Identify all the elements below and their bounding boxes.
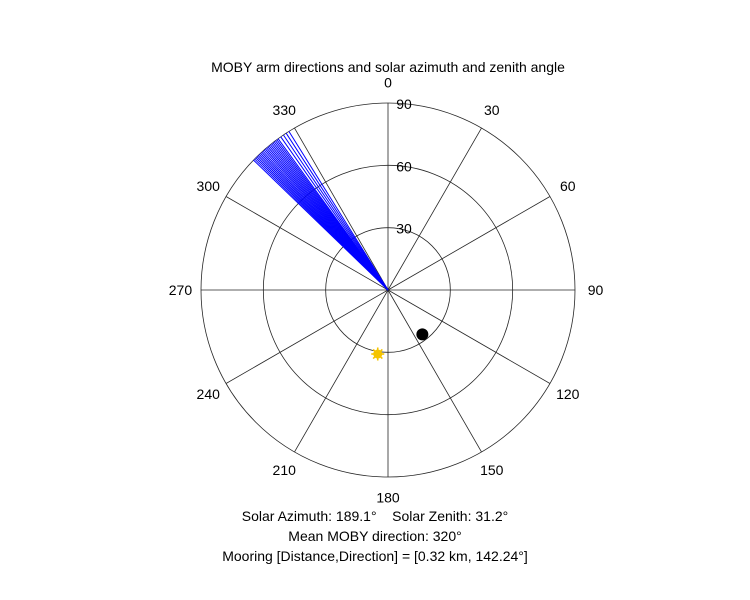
sun-marker — [371, 347, 385, 361]
angle-tick-label: 330 — [273, 102, 297, 118]
angle-tick-label: 300 — [197, 178, 221, 194]
spoke-30 — [387, 127, 482, 291]
angle-tick-label: 0 — [384, 74, 392, 90]
spoke-300 — [225, 196, 389, 291]
radius-tick-label: 90 — [396, 96, 412, 112]
angle-tick-label: 240 — [197, 386, 221, 402]
moby-direction-caption: Mean MOBY direction: 320° — [288, 528, 462, 544]
spoke-210 — [294, 289, 389, 453]
arm-line — [277, 138, 389, 291]
markers — [371, 328, 429, 361]
spoke-330 — [294, 127, 389, 291]
arm-lines — [253, 131, 389, 291]
angle-tick-label: 210 — [273, 462, 297, 478]
arm-line — [288, 131, 389, 291]
spoke-240 — [225, 289, 389, 384]
angle-tick-label: 90 — [588, 282, 604, 298]
solar-caption: Solar Azimuth: 189.1° Solar Zenith: 31.2… — [241, 508, 509, 524]
spoke-60 — [387, 196, 551, 291]
spoke-120 — [387, 289, 551, 384]
spoke-150 — [387, 289, 482, 453]
mooring-caption: Mooring [Distance,Direction] = [0.32 km,… — [222, 548, 528, 564]
arm-line — [285, 132, 389, 291]
radius-tick-label: 30 — [396, 221, 412, 237]
tick-labels: 0 30 60 90 120 150 180 210 240 270 300 330 30 60 90 — [169, 74, 604, 505]
polar-grid — [200, 102, 576, 478]
angle-tick-label: 30 — [484, 102, 500, 118]
mooring-marker — [416, 328, 429, 341]
chart-title: MOBY arm directions and solar azimuth an… — [211, 59, 565, 75]
angle-tick-label: 270 — [169, 282, 193, 298]
angle-tick-label: 120 — [556, 386, 580, 402]
arm-line — [280, 136, 389, 291]
arm-line — [283, 134, 389, 291]
radius-tick-label: 60 — [396, 158, 412, 174]
angle-tick-label: 180 — [376, 490, 400, 506]
angle-tick-label: 60 — [560, 178, 576, 194]
angle-tick-label: 150 — [480, 462, 504, 478]
